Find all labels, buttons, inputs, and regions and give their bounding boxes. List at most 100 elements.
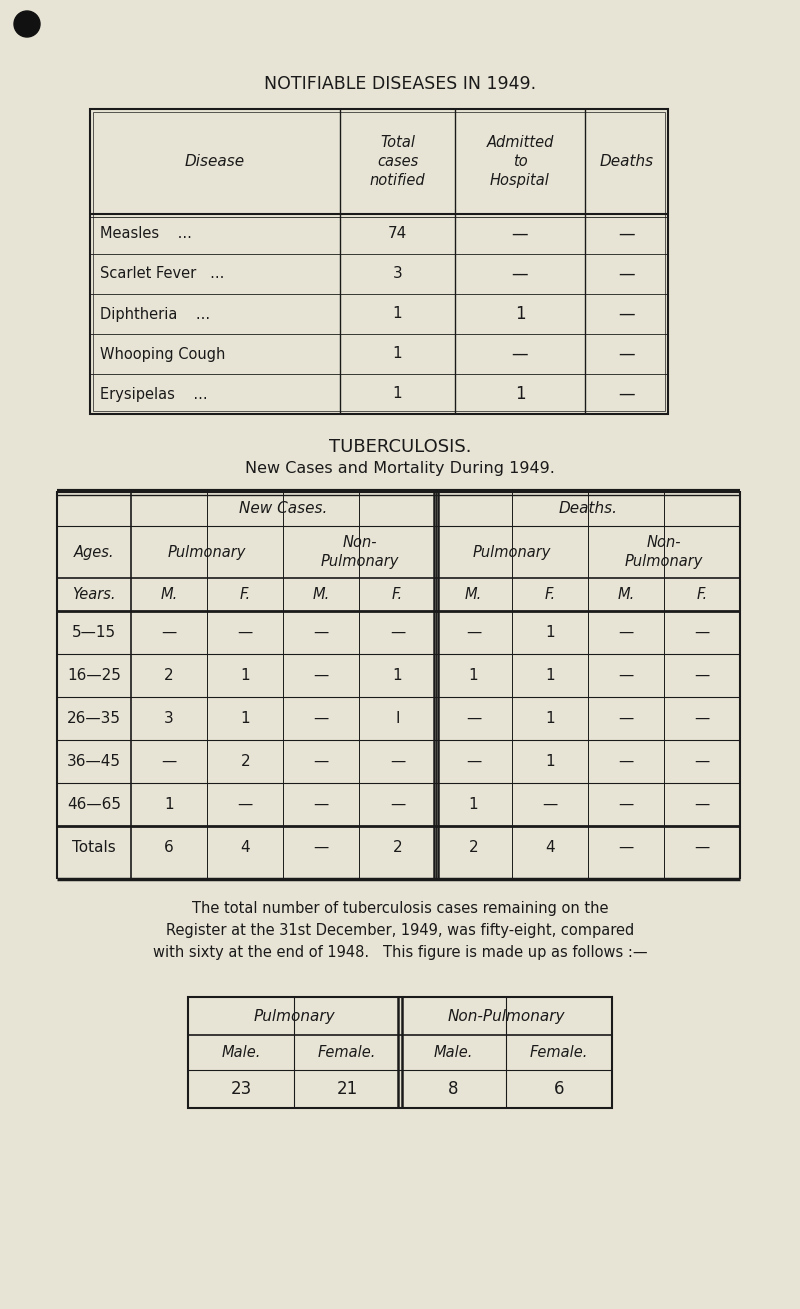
Text: 5—15: 5—15 [72,624,116,640]
Text: Disease: Disease [185,154,245,169]
Text: M.: M. [617,586,634,602]
Text: —: — [466,711,481,726]
Text: New Cases.: New Cases. [239,501,327,516]
Text: with sixty at the end of 1948.   This figure is made up as follows :—: with sixty at the end of 1948. This figu… [153,945,647,961]
Bar [90,109,668,414]
Text: Whooping Cough: Whooping Cough [100,347,226,361]
Text: —: — [618,754,634,768]
Text: —: — [694,797,710,812]
Text: —: — [512,264,528,283]
Text: 36—45: 36—45 [67,754,121,768]
Text: F.: F. [240,586,250,602]
Text: 4: 4 [240,840,250,855]
Text: —: — [314,668,329,683]
Text: 2: 2 [393,840,402,855]
Text: —: — [618,225,635,243]
Text: 1: 1 [545,754,554,768]
Text: Female.: Female. [530,1045,588,1060]
Text: 3: 3 [393,267,402,281]
Text: Admitted
to
Hospital: Admitted to Hospital [486,135,554,187]
Text: 1: 1 [469,668,478,683]
Text: 16—25: 16—25 [67,668,121,683]
Text: —: — [390,624,405,640]
Text: 74: 74 [388,226,407,241]
Text: 8: 8 [448,1080,458,1098]
Text: Erysipelas    ...: Erysipelas ... [100,386,208,402]
Text: Measles    ...: Measles ... [100,226,192,241]
Text: 1: 1 [514,385,526,403]
Text: —: — [618,385,635,403]
Text: 1: 1 [393,668,402,683]
Text: —: — [314,711,329,726]
Text: Ages.: Ages. [74,545,114,559]
Bar [188,997,612,1107]
Text: TUBERCULOSIS.: TUBERCULOSIS. [329,439,471,456]
Text: 1: 1 [469,797,478,812]
Text: 6: 6 [554,1080,564,1098]
Text: 1: 1 [164,797,174,812]
Text: Deaths: Deaths [599,154,654,169]
Circle shape [14,10,40,37]
Text: F.: F. [544,586,555,602]
Text: Female.: Female. [318,1045,376,1060]
Text: Deaths.: Deaths. [558,501,618,516]
Bar [93,113,665,411]
Text: —: — [618,668,634,683]
Text: —: — [162,754,177,768]
Text: —: — [512,225,528,243]
Text: 1: 1 [393,386,402,402]
Text: —: — [314,624,329,640]
Text: —: — [694,754,710,768]
Text: 3: 3 [164,711,174,726]
Text: F.: F. [696,586,707,602]
Text: —: — [512,346,528,363]
Text: 1: 1 [545,668,554,683]
Text: 6: 6 [164,840,174,855]
Text: NOTIFIABLE DISEASES IN 1949.: NOTIFIABLE DISEASES IN 1949. [264,75,536,93]
Text: —: — [238,624,253,640]
Text: 23: 23 [230,1080,252,1098]
Text: Pulmonary: Pulmonary [253,1008,335,1024]
Text: M.: M. [161,586,178,602]
Text: Scarlet Fever   ...: Scarlet Fever ... [100,267,224,281]
Text: The total number of tuberculosis cases remaining on the: The total number of tuberculosis cases r… [192,902,608,916]
Text: 21: 21 [336,1080,358,1098]
Text: 2: 2 [469,840,478,855]
Text: New Cases and Mortality During 1949.: New Cases and Mortality During 1949. [245,462,555,476]
Text: Male.: Male. [434,1045,473,1060]
Text: —: — [694,668,710,683]
Text: —: — [694,711,710,726]
Text: —: — [314,754,329,768]
Text: 1: 1 [393,306,402,322]
Text: 2: 2 [164,668,174,683]
Text: F.: F. [392,586,403,602]
Text: —: — [618,264,635,283]
Text: Total
cases
notified: Total cases notified [370,135,426,187]
Text: —: — [238,797,253,812]
Text: —: — [618,624,634,640]
Text: Pulmonary: Pulmonary [473,545,551,559]
Text: 1: 1 [240,711,250,726]
Text: Pulmonary: Pulmonary [168,545,246,559]
Text: Non-Pulmonary: Non-Pulmonary [447,1008,565,1024]
Text: —: — [618,711,634,726]
Text: 1: 1 [545,711,554,726]
Text: 46—65: 46—65 [67,797,121,812]
Text: 1: 1 [545,624,554,640]
Text: Non-
Pulmonary: Non- Pulmonary [625,535,703,569]
Text: 2: 2 [240,754,250,768]
Text: M.: M. [313,586,330,602]
Text: —: — [694,624,710,640]
Text: Diphtheria    ...: Diphtheria ... [100,306,210,322]
Text: Years.: Years. [72,586,116,602]
Text: —: — [618,346,635,363]
Text: —: — [314,840,329,855]
Text: Register at the 31st December, 1949, was fifty-eight, compared: Register at the 31st December, 1949, was… [166,924,634,939]
Text: —: — [466,754,481,768]
Text: 1: 1 [240,668,250,683]
Text: 26—35: 26—35 [67,711,121,726]
Text: Totals: Totals [72,840,116,855]
Text: —: — [314,797,329,812]
Text: —: — [694,840,710,855]
Text: —: — [390,797,405,812]
